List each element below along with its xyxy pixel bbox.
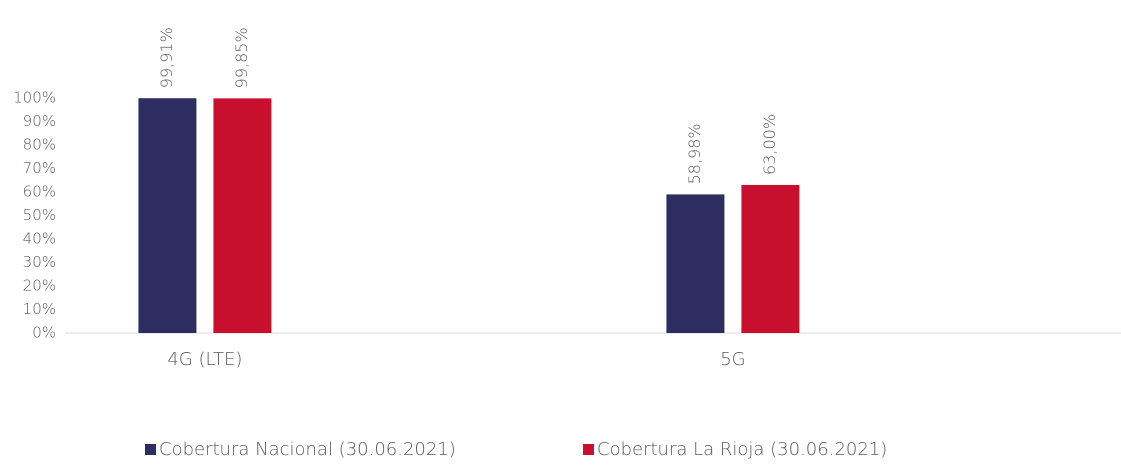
value-label: 99,85% (232, 27, 251, 88)
legend-label: Cobertura La Rioja (30.06.2021) (597, 439, 887, 460)
y-tick-label: 70% (23, 159, 56, 177)
y-tick-label: 100% (13, 89, 56, 107)
value-label: 99,91% (157, 27, 176, 88)
bar (138, 98, 197, 333)
y-tick-label: 20% (23, 277, 56, 295)
legend-label: Cobertura Nacional (30.06.2021) (159, 439, 456, 460)
y-tick-label: 10% (23, 300, 56, 318)
bar (213, 98, 272, 333)
bar (666, 194, 725, 333)
y-tick-label: 40% (23, 230, 56, 248)
y-tick-label: 30% (23, 253, 56, 271)
x-tick-label: 4G (LTE) (167, 349, 242, 370)
value-label: 63,00% (760, 114, 779, 175)
x-tick-label: 5G (720, 349, 745, 370)
legend-swatch (145, 444, 156, 455)
y-tick-label: 90% (23, 112, 56, 130)
legend-swatch (583, 444, 594, 455)
y-tick-label: 50% (23, 206, 56, 224)
bar (741, 184, 800, 333)
y-tick-label: 0% (32, 324, 56, 342)
y-tick-label: 60% (23, 183, 56, 201)
y-tick-label: 80% (23, 136, 56, 154)
value-label: 58,98% (685, 123, 704, 184)
